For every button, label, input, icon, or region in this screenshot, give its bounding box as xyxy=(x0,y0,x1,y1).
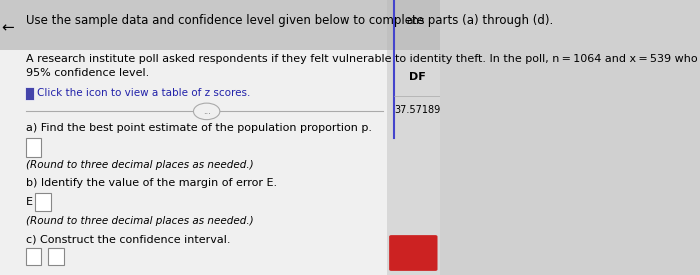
Text: Click the icon to view a table of z scores.: Click the icon to view a table of z scor… xyxy=(37,88,251,98)
Text: E =: E = xyxy=(27,197,46,207)
FancyBboxPatch shape xyxy=(25,248,41,265)
Text: (Round to three decimal places as needed.): (Round to three decimal places as needed… xyxy=(27,160,254,170)
Text: 37.57189: 37.57189 xyxy=(395,105,441,115)
FancyBboxPatch shape xyxy=(48,248,64,265)
Text: A research institute poll asked respondents if they felt vulnerable to identity : A research institute poll asked responde… xyxy=(27,54,700,78)
FancyBboxPatch shape xyxy=(35,192,51,211)
Text: ←: ← xyxy=(1,20,14,35)
FancyBboxPatch shape xyxy=(25,87,34,100)
FancyBboxPatch shape xyxy=(0,0,387,50)
Text: c) Construct the confidence interval.: c) Construct the confidence interval. xyxy=(27,234,231,244)
Text: ...: ... xyxy=(203,107,211,116)
FancyBboxPatch shape xyxy=(387,0,440,275)
FancyBboxPatch shape xyxy=(387,0,440,50)
Text: Use the sample data and confidence level given below to complete parts (a) throu: Use the sample data and confidence level… xyxy=(27,14,554,27)
Text: DF: DF xyxy=(410,72,426,82)
FancyBboxPatch shape xyxy=(0,0,387,275)
Text: (Round to three decimal places as needed.): (Round to three decimal places as needed… xyxy=(27,216,254,226)
Text: b) Identify the value of the margin of error E.: b) Identify the value of the margin of e… xyxy=(27,178,277,188)
Text: ans: ans xyxy=(406,16,425,26)
FancyBboxPatch shape xyxy=(389,235,438,271)
Text: a) Find the best point estimate of the population proportion p.: a) Find the best point estimate of the p… xyxy=(27,123,372,133)
FancyBboxPatch shape xyxy=(25,138,41,157)
Ellipse shape xyxy=(193,103,220,120)
